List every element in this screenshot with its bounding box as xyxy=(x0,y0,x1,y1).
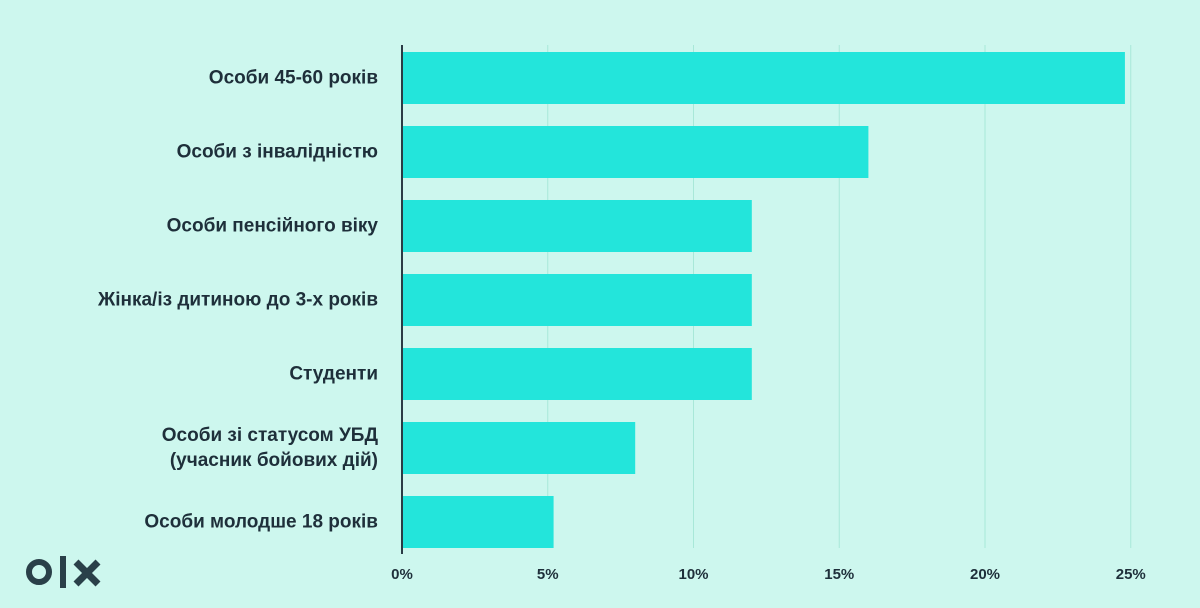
x-tick-label-20: 20% xyxy=(969,566,1001,583)
bar-0 xyxy=(403,52,1125,104)
olx-logo xyxy=(26,556,101,588)
x-tick-label-25: 25% xyxy=(1115,566,1146,583)
category-label-5: Особи зі статусом УБД (учасник бойових ді… xyxy=(161,425,378,471)
bar-5 xyxy=(403,422,636,474)
bar-2 xyxy=(403,200,752,252)
category-label-3: Жінка/із дитиною до 3-х років xyxy=(98,289,378,311)
category-label-0: Особи 45-60 років xyxy=(208,67,378,89)
bar-1 xyxy=(403,126,869,178)
category-label-1: Особи з інвалідністю xyxy=(176,141,378,163)
x-tick-label-5: 5% xyxy=(536,566,559,583)
category-label-6: Особи молодше 18 років xyxy=(144,511,378,533)
bar-4 xyxy=(403,348,752,400)
category-label-2: Особи пенсійного віку xyxy=(166,215,378,237)
x-tick-label-10: 10% xyxy=(678,566,709,583)
bar-3 xyxy=(403,274,752,326)
bar-6 xyxy=(403,496,554,548)
x-tick-label-15: 15% xyxy=(824,566,855,583)
x-tick-label-0: 0% xyxy=(391,566,413,583)
category-label-4: Студенти xyxy=(289,363,378,385)
